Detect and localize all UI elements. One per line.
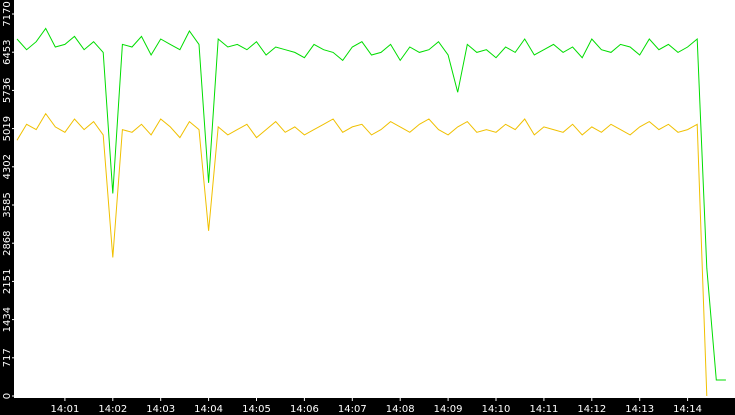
y-tick-label: 4302 (2, 154, 13, 179)
x-tick-label: 14:08 (386, 404, 415, 415)
y-tick-label: 2151 (2, 269, 13, 294)
series-line (16, 112, 708, 397)
x-tick-label: 14:13 (625, 404, 654, 415)
x-tick-label: 14:04 (194, 404, 223, 415)
x-tick-label: 14:03 (146, 404, 175, 415)
x-tick-label: 14:06 (290, 404, 319, 415)
plot-area (14, 0, 735, 398)
x-tick-label: 14:01 (50, 404, 79, 415)
x-tick-label: 14:11 (529, 404, 558, 415)
x-tick-label: 14:02 (98, 404, 127, 415)
y-tick-label: 1434 (2, 307, 13, 332)
x-tick-label: 14:12 (577, 404, 606, 415)
x-tick-label: 14:09 (434, 404, 463, 415)
y-tick-label: 3585 (2, 192, 13, 217)
y-tick-label: 6453 (2, 39, 13, 64)
y-tick-label: 0 (2, 393, 13, 399)
series-line (16, 27, 726, 381)
x-tick-label: 14:14 (673, 404, 702, 415)
y-tick-label: 717 (2, 348, 13, 367)
y-tick-label: 2868 (2, 230, 13, 255)
x-tick-label: 14:10 (482, 404, 511, 415)
y-tick-label: 7170 (2, 1, 13, 26)
y-tick-label: 5736 (2, 78, 13, 103)
x-tick-label: 14:05 (242, 404, 271, 415)
y-tick-label: 5019 (2, 116, 13, 141)
x-tick-label: 14:07 (338, 404, 367, 415)
